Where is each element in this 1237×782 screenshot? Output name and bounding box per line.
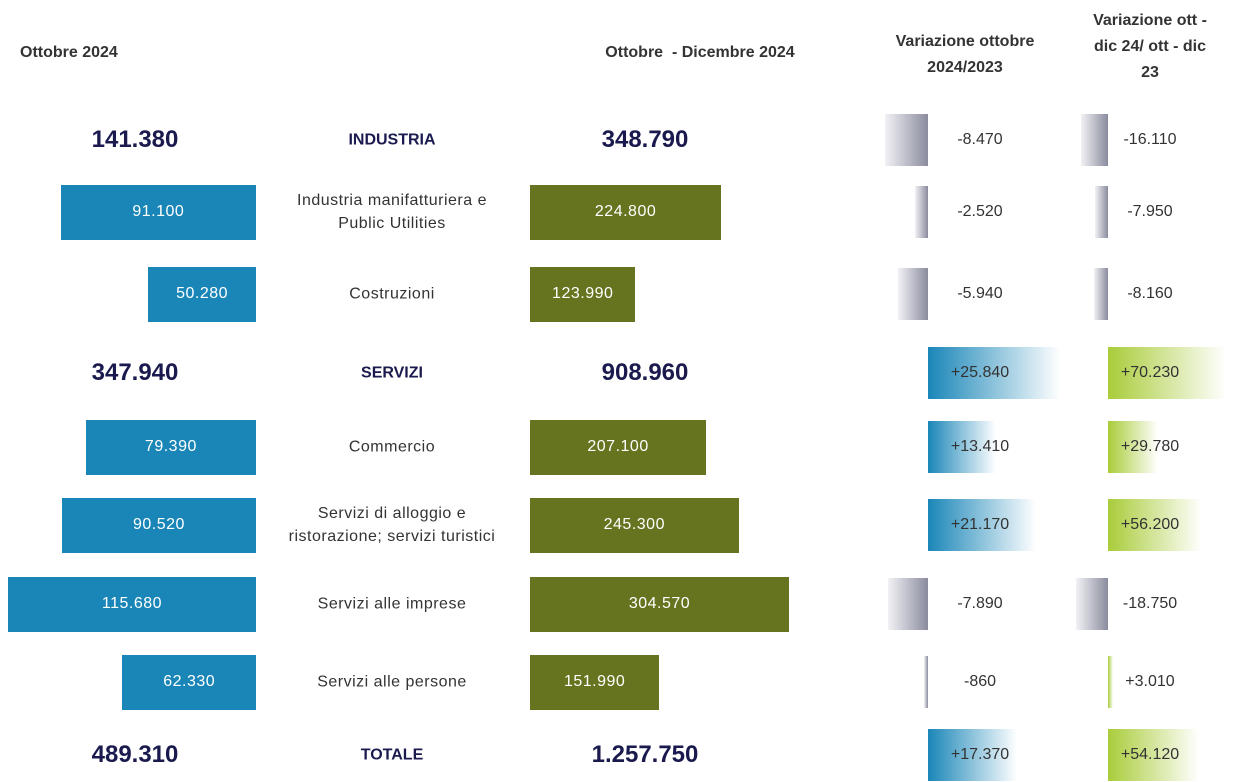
- variation-label: -8.470: [957, 131, 1003, 148]
- column-header: Ottobre - Dicembre 2024: [605, 44, 795, 61]
- variation-bar: [1108, 347, 1226, 399]
- variation-label: +70.230: [1120, 364, 1180, 381]
- variation-bar: [1076, 578, 1108, 630]
- bar: 79.390: [85, 419, 256, 475]
- category-label: Costruzioni: [349, 285, 435, 303]
- variation-bar: [1094, 186, 1108, 238]
- variation-bar: [928, 729, 1017, 781]
- variation-label: -7.950: [1127, 203, 1173, 220]
- bar: 62.330: [122, 654, 256, 710]
- variation-label: +56.200: [1120, 516, 1180, 533]
- total-value: 348.790: [601, 126, 689, 153]
- variation-label: +25.840: [950, 364, 1010, 381]
- bar: 304.570: [530, 576, 789, 632]
- variation-label: -16.110: [1123, 131, 1177, 148]
- category-label: Industria manifatturiera e Public Utilit…: [297, 192, 487, 232]
- variation-label: +17.370: [950, 746, 1010, 763]
- bar: 224.800: [530, 184, 722, 240]
- bar: 151.990: [530, 654, 660, 710]
- variation-label: -18.750: [1122, 595, 1178, 612]
- variation-bar: [923, 656, 928, 708]
- total-value: 1.257.750: [591, 741, 699, 768]
- variation-bar: [1108, 421, 1159, 473]
- variation-bar: [928, 421, 997, 473]
- variation-label: -7.890: [957, 595, 1003, 612]
- variation-label: +3.010: [1125, 673, 1175, 690]
- bar: 50.280: [148, 266, 256, 322]
- variation-bar: [1108, 656, 1114, 708]
- category-label: SERVIZI: [361, 364, 423, 382]
- bar: 115.680: [8, 576, 256, 632]
- bar: 91.100: [60, 184, 256, 240]
- variation-label: -8.160: [1127, 285, 1173, 302]
- variation-label: -2.520: [957, 203, 1003, 220]
- category-label: Servizi alle persone: [317, 673, 467, 691]
- total-value: 908.960: [601, 359, 689, 386]
- variation-label: +13.410: [950, 438, 1010, 455]
- variation-bar: [897, 268, 928, 320]
- bar: 207.100: [530, 419, 707, 475]
- category-label: Servizi di alloggio e ristorazione; serv…: [288, 505, 496, 545]
- variation-label: +54.120: [1120, 746, 1180, 763]
- column-header: Variazione ottobre 2024/2023: [895, 33, 1035, 76]
- variation-label: -860: [963, 673, 997, 690]
- category-label: INDUSTRIA: [348, 131, 436, 149]
- total-value: 141.380: [91, 126, 179, 153]
- variation-label: +21.170: [950, 516, 1010, 533]
- column-header: Ottobre 2024: [20, 44, 118, 61]
- bar: 245.300: [530, 497, 739, 553]
- column-header: Variazione ott - dic 24/ ott - dic 23: [1093, 12, 1207, 81]
- total-value: 347.940: [91, 359, 179, 386]
- total-value: 489.310: [91, 741, 179, 768]
- bar: 90.520: [61, 497, 256, 553]
- variation-label: -5.940: [957, 285, 1003, 302]
- variation-bar: [887, 578, 928, 630]
- variation-bar: [928, 499, 1036, 551]
- bar: 123.990: [530, 266, 636, 322]
- variation-bar: [1108, 729, 1199, 781]
- category-label: TOTALE: [360, 746, 424, 764]
- variation-bar: [1108, 499, 1203, 551]
- variation-label: +29.780: [1120, 438, 1180, 455]
- variation-bar: [1094, 268, 1108, 320]
- variation-bar: [928, 347, 1060, 399]
- category-label: Commercio: [348, 438, 436, 456]
- variation-bar: [915, 186, 928, 238]
- variation-bar: [1080, 114, 1108, 166]
- category-label: Servizi alle imprese: [317, 595, 467, 613]
- variation-bar: [884, 114, 928, 166]
